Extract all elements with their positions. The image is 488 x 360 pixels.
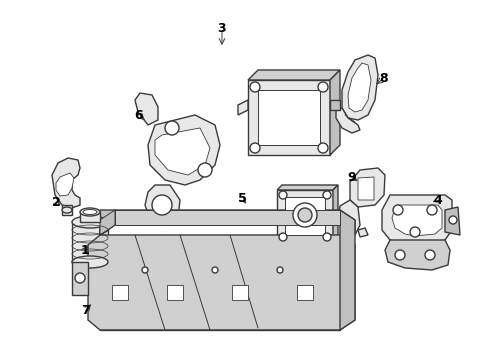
Circle shape: [279, 191, 286, 199]
Ellipse shape: [80, 208, 100, 216]
Polygon shape: [80, 212, 100, 222]
Text: 3: 3: [217, 22, 226, 35]
Text: 8: 8: [379, 72, 387, 85]
Circle shape: [394, 250, 404, 260]
Polygon shape: [347, 63, 370, 112]
Text: 2: 2: [52, 195, 60, 208]
Circle shape: [317, 82, 327, 92]
Circle shape: [424, 250, 434, 260]
Text: 5: 5: [237, 192, 246, 204]
Circle shape: [164, 121, 179, 135]
Circle shape: [152, 195, 172, 215]
Polygon shape: [329, 70, 339, 155]
Polygon shape: [444, 207, 459, 235]
Polygon shape: [276, 185, 337, 190]
Polygon shape: [100, 210, 115, 235]
Polygon shape: [155, 128, 209, 175]
Polygon shape: [276, 190, 332, 243]
Text: 4: 4: [433, 194, 442, 207]
Polygon shape: [258, 90, 319, 145]
Polygon shape: [56, 173, 74, 196]
Polygon shape: [115, 210, 339, 225]
Polygon shape: [72, 222, 108, 262]
Polygon shape: [88, 235, 354, 330]
Circle shape: [409, 227, 419, 237]
Polygon shape: [100, 210, 354, 235]
Circle shape: [448, 216, 456, 224]
Polygon shape: [357, 177, 373, 200]
Polygon shape: [145, 185, 180, 225]
Text: 9: 9: [347, 171, 356, 184]
Polygon shape: [112, 285, 128, 300]
Polygon shape: [337, 200, 359, 235]
Polygon shape: [341, 55, 377, 120]
Circle shape: [198, 163, 212, 177]
Circle shape: [323, 191, 330, 199]
Polygon shape: [62, 205, 72, 215]
Circle shape: [75, 273, 85, 283]
Circle shape: [279, 233, 286, 241]
Polygon shape: [247, 70, 339, 80]
Polygon shape: [231, 285, 247, 300]
Circle shape: [392, 205, 402, 215]
Polygon shape: [285, 197, 325, 235]
Circle shape: [292, 203, 316, 227]
Polygon shape: [384, 240, 449, 270]
Polygon shape: [238, 100, 247, 115]
Ellipse shape: [62, 207, 72, 213]
Polygon shape: [72, 262, 88, 295]
Polygon shape: [100, 210, 115, 235]
Ellipse shape: [72, 216, 108, 228]
Polygon shape: [167, 285, 183, 300]
Polygon shape: [335, 108, 359, 133]
Polygon shape: [381, 195, 451, 245]
Circle shape: [249, 143, 260, 153]
Text: 7: 7: [81, 303, 90, 316]
Polygon shape: [148, 115, 220, 185]
Circle shape: [212, 267, 218, 273]
Circle shape: [297, 208, 311, 222]
Text: 6: 6: [134, 108, 143, 122]
Text: 1: 1: [81, 243, 89, 257]
Ellipse shape: [83, 210, 97, 215]
Polygon shape: [357, 228, 367, 237]
Polygon shape: [52, 158, 80, 208]
Polygon shape: [329, 100, 339, 110]
Circle shape: [317, 143, 327, 153]
Ellipse shape: [72, 256, 108, 268]
Circle shape: [276, 267, 283, 273]
Circle shape: [249, 82, 260, 92]
Polygon shape: [349, 168, 384, 207]
Polygon shape: [391, 205, 441, 236]
Polygon shape: [332, 185, 337, 243]
Circle shape: [142, 267, 148, 273]
Polygon shape: [339, 210, 354, 330]
Circle shape: [426, 205, 436, 215]
Circle shape: [323, 233, 330, 241]
Polygon shape: [247, 80, 329, 155]
Polygon shape: [296, 285, 312, 300]
Polygon shape: [135, 93, 158, 125]
